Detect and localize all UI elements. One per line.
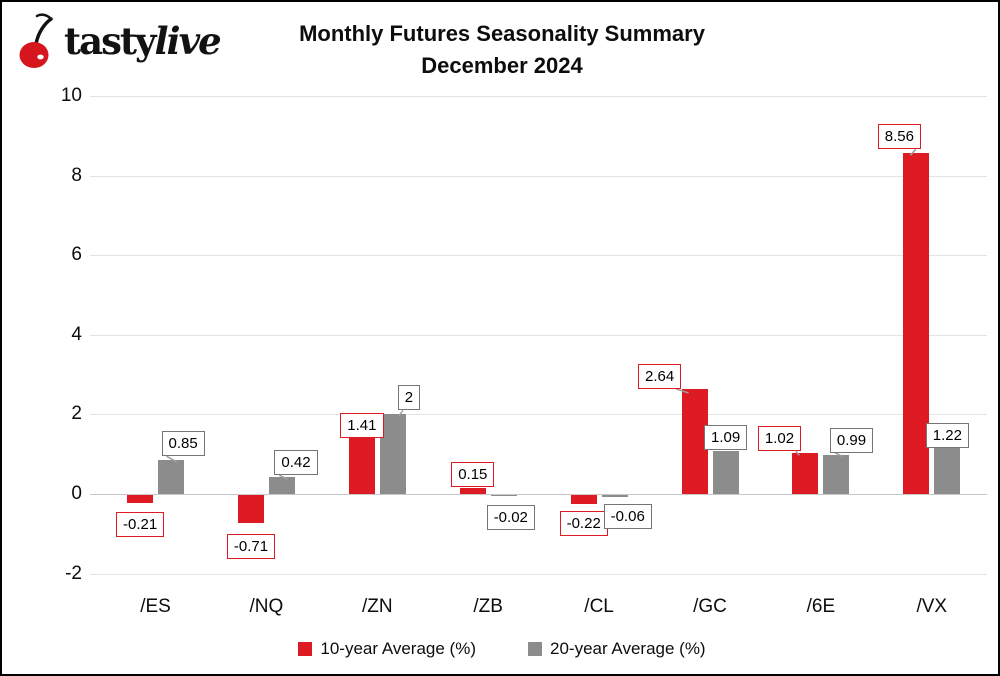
y-axis-tick-label: 4 xyxy=(71,323,82,345)
bar-20yr-zb xyxy=(490,495,517,496)
x-axis-label-zn: /ZN xyxy=(361,596,393,617)
bar-10yr-nq xyxy=(237,495,264,524)
value-label-10yr-es: -0.21 xyxy=(116,512,165,538)
legend-item-20yr: 20-year Average (%) xyxy=(528,639,706,659)
value-label-20yr-gc: 1.09 xyxy=(704,424,748,450)
bar-20yr-gc xyxy=(712,450,739,494)
brand-live: live xyxy=(154,19,222,63)
gridline-y--2 xyxy=(90,573,987,575)
value-label-10yr-6e: 1.02 xyxy=(757,426,802,452)
value-label-10yr-cl: -0.22 xyxy=(559,510,608,536)
brand-tasty: tasty xyxy=(64,19,156,63)
legend-label-20yr: 20-year Average (%) xyxy=(550,639,706,658)
bar-10yr-es xyxy=(127,495,153,504)
legend: 10-year Average (%) 20-year Average (%) xyxy=(2,639,998,659)
x-axis-label-vx: /VX xyxy=(916,596,948,617)
gridline-y-8 xyxy=(90,175,987,177)
bar-20yr-nq xyxy=(268,477,295,494)
bar-20yr-cl xyxy=(601,495,628,498)
gridline-y-0 xyxy=(90,494,987,495)
cherry-icon xyxy=(19,13,53,68)
value-label-20yr-cl: -0.06 xyxy=(603,504,652,530)
x-axis-label-cl: /CL xyxy=(584,596,614,617)
bar-20yr-zn xyxy=(379,414,406,494)
bar-20yr-6e xyxy=(823,454,850,494)
brand-logo: tastylive xyxy=(16,12,222,70)
value-label-10yr-zn: 1.41 xyxy=(340,412,384,438)
chart-title: Monthly Futures Seasonality Summary Dece… xyxy=(2,18,998,82)
x-axis-label-nq: /NQ xyxy=(249,596,284,617)
value-label-10yr-gc: 2.64 xyxy=(638,363,682,389)
brand-wordmark: tastylive xyxy=(64,12,222,70)
bar-10yr-gc xyxy=(681,388,708,494)
value-label-20yr-zn: 2 xyxy=(397,385,421,411)
x-axis-label-zb: /ZB xyxy=(473,596,503,617)
gridline-y-2 xyxy=(90,414,987,416)
x-axis-label-gc: /GC xyxy=(693,596,727,617)
value-label-20yr-es: 0.85 xyxy=(161,431,205,457)
bar-10yr-zn xyxy=(348,437,375,494)
y-axis-tick-label: 8 xyxy=(71,164,82,186)
bar-10yr-6e xyxy=(792,453,819,494)
legend-swatch-20yr xyxy=(528,642,542,656)
legend-swatch-10yr xyxy=(298,642,313,656)
value-label-20yr-6e: 0.99 xyxy=(829,427,874,453)
bar-20yr-es xyxy=(158,460,184,494)
y-axis-tick-label: 6 xyxy=(71,244,82,266)
value-label-10yr-nq: -0.71 xyxy=(226,534,276,560)
bar-10yr-zb xyxy=(459,488,486,494)
y-axis-tick-label: 2 xyxy=(71,403,82,425)
bar-20yr-vx xyxy=(934,445,961,494)
gridline-y-4 xyxy=(90,334,987,336)
value-label-10yr-vx: 8.56 xyxy=(877,124,921,150)
legend-item-10yr: 10-year Average (%) xyxy=(298,639,476,659)
gridline-y-10 xyxy=(90,96,987,97)
y-axis-tick-label: 10 xyxy=(60,85,82,106)
x-axis-label-es: /ES xyxy=(140,596,171,617)
value-label-20yr-zb: -0.02 xyxy=(486,504,535,530)
value-label-20yr-vx: 1.22 xyxy=(925,423,969,449)
value-label-10yr-zb: 0.15 xyxy=(451,462,495,487)
bar-10yr-cl xyxy=(570,495,597,504)
gridline-y-6 xyxy=(90,255,987,257)
title-line2: December 2024 xyxy=(421,53,583,78)
value-label-20yr-nq: 0.42 xyxy=(274,450,318,476)
y-axis-tick-label: 0 xyxy=(71,483,82,504)
y-axis-tick-label: -2 xyxy=(65,562,82,584)
x-axis-label-6e: /6E xyxy=(806,596,836,617)
title-line1: Monthly Futures Seasonality Summary xyxy=(299,21,705,46)
legend-label-10yr: 10-year Average (%) xyxy=(320,639,476,658)
bar-10yr-vx xyxy=(903,153,930,494)
